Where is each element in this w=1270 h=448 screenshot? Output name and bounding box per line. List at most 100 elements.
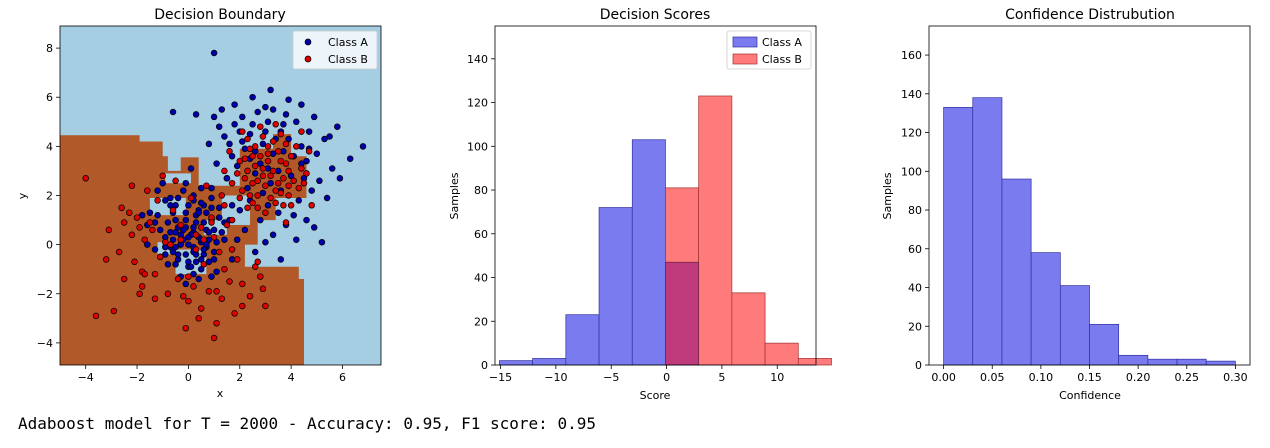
point-class-a xyxy=(303,216,310,224)
point-class-b xyxy=(146,219,154,226)
point-class-b xyxy=(120,219,128,226)
point-class-a xyxy=(187,263,195,270)
point-class-a xyxy=(239,138,246,145)
point-class-b xyxy=(221,167,228,175)
bar-class-a xyxy=(532,358,567,366)
bar-confidence xyxy=(1176,358,1207,366)
point-class-a xyxy=(215,123,223,130)
point-class-a xyxy=(138,211,146,219)
point-class-a xyxy=(180,226,187,234)
x-tick-label: 6 xyxy=(339,371,346,384)
point-class-a xyxy=(264,118,272,126)
point-class-b xyxy=(215,248,223,256)
x-tick-label: 0 xyxy=(185,371,192,384)
chart-title: Confidence Distrubution xyxy=(1005,7,1175,23)
point-class-a xyxy=(185,258,192,266)
y-axis-label: Samples xyxy=(448,172,461,219)
x-tick-label: 0.20 xyxy=(1126,371,1151,384)
bar-confidence xyxy=(1205,360,1236,366)
point-class-b xyxy=(197,224,205,231)
point-class-a xyxy=(285,135,292,143)
point-class-b xyxy=(226,148,233,155)
legend: Class A Class B xyxy=(726,30,812,70)
point-class-a xyxy=(285,96,292,103)
bar-class-a xyxy=(631,139,666,366)
bar-overlap xyxy=(665,261,700,366)
point-class-a xyxy=(213,268,220,275)
bar-confidence xyxy=(943,107,974,366)
point-class-a xyxy=(192,111,200,118)
bar-confidence xyxy=(1030,252,1061,366)
point-class-b xyxy=(282,219,290,226)
y-tick-label: 40 xyxy=(474,272,488,285)
legend: Class A Class B xyxy=(292,30,378,70)
point-class-b xyxy=(177,221,184,229)
point-class-b xyxy=(141,236,148,243)
point-class-b xyxy=(195,315,202,322)
point-class-a xyxy=(290,211,297,219)
point-class-a xyxy=(190,270,197,278)
model-summary-output: Adaboost model for T = 2000 - Accuracy: … xyxy=(18,414,596,433)
bar-confidence xyxy=(1059,285,1090,366)
point-class-b xyxy=(277,157,285,165)
y-tick-label: 0 xyxy=(46,239,53,252)
point-class-a xyxy=(169,248,177,256)
x-tick-label: 0.25 xyxy=(1175,371,1200,384)
point-class-b xyxy=(257,273,264,280)
point-class-b xyxy=(223,221,231,229)
point-class-b xyxy=(287,202,295,209)
point-class-a xyxy=(172,243,179,251)
bar-class-b xyxy=(698,95,733,366)
x-tick-label: 0.15 xyxy=(1077,371,1102,384)
y-tick-label: 80 xyxy=(908,204,922,217)
y-tick-label: 8 xyxy=(46,42,53,55)
x-tick-label: 0.10 xyxy=(1029,371,1054,384)
plot-area: −4 −2 0 2 4 6 −4 −2 0 2 4 6 8 xyxy=(37,25,382,384)
plot-area: 0.00 0.05 0.10 0.15 0.20 0.25 0.30 0 20 40 60 80 100… xyxy=(901,25,1251,384)
point-class-a xyxy=(218,106,226,113)
point-class-b xyxy=(218,295,226,302)
point-class-b xyxy=(259,172,267,180)
point-class-b xyxy=(131,258,138,266)
point-class-b xyxy=(164,290,172,298)
point-class-a xyxy=(180,187,187,194)
point-class-b xyxy=(262,209,269,216)
point-class-b xyxy=(239,302,246,310)
point-class-a xyxy=(310,224,318,231)
point-class-a xyxy=(323,194,331,202)
point-class-b xyxy=(262,302,269,310)
point-class-b xyxy=(159,172,166,180)
point-class-b xyxy=(213,288,220,295)
point-class-a xyxy=(203,209,210,216)
point-class-a xyxy=(210,226,218,234)
point-class-a xyxy=(144,241,151,248)
point-class-b xyxy=(233,170,241,177)
point-class-a xyxy=(205,258,213,266)
point-class-a xyxy=(146,209,154,216)
point-class-a xyxy=(154,211,161,219)
point-class-b xyxy=(257,152,264,160)
point-class-b xyxy=(126,209,133,216)
point-class-a xyxy=(182,216,190,224)
point-class-a xyxy=(257,216,264,224)
y-tick-label: 80 xyxy=(474,184,488,197)
point-class-a xyxy=(182,179,190,187)
point-class-a xyxy=(346,155,354,162)
point-class-a xyxy=(264,202,272,209)
point-class-b xyxy=(293,143,300,150)
point-class-b xyxy=(282,160,290,167)
point-class-a xyxy=(359,143,367,150)
figure: Decision Boundary x y −4 −2 0 2 4 6−4−202468 … xyxy=(16,7,1251,402)
point-class-b xyxy=(92,312,100,320)
point-class-a xyxy=(318,238,326,246)
point-class-b xyxy=(249,199,256,207)
point-class-b xyxy=(303,170,310,177)
point-class-a xyxy=(164,219,172,226)
point-class-b xyxy=(110,307,118,315)
point-class-b xyxy=(257,123,264,130)
point-class-b xyxy=(156,253,164,261)
point-class-b xyxy=(144,187,151,194)
point-class-a xyxy=(221,133,228,140)
chart-title: Decision Scores xyxy=(600,7,711,23)
point-class-b xyxy=(280,202,287,209)
